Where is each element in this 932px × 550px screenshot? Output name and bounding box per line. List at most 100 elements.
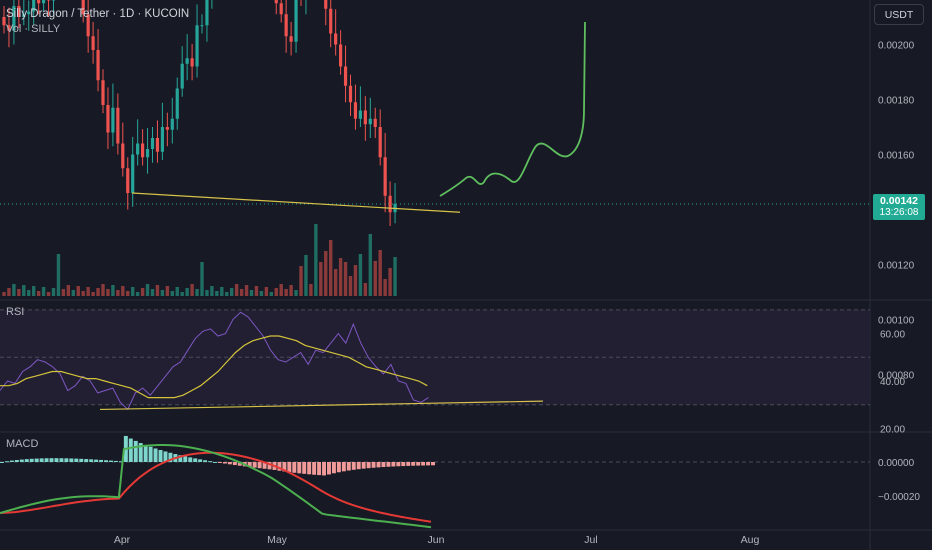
volume-bar [210,286,214,296]
rsi-tick-label: 40.00 [880,377,905,388]
macd-hist-bar [14,460,19,462]
rsi-line [0,311,429,411]
macd-hist-bar [34,458,39,462]
candle-body [348,85,353,103]
macd-hist-bar [29,458,34,462]
volume-bar [160,290,165,296]
candle-body [165,127,169,130]
candle-body [205,0,209,26]
volume-bar [71,290,75,296]
volume-bar [91,292,95,296]
volume-bar [225,292,229,296]
candle-body [86,14,90,37]
volume-bar [215,291,219,296]
macd-hist-bar [74,458,79,462]
macd-hist-bar [401,462,406,467]
macd-hist-bar [153,448,158,462]
macd-hist-bar [113,460,118,462]
volume-bar [338,258,343,296]
projection-path [439,21,586,197]
macd-hist-bar [44,458,49,462]
candle-body [383,157,387,196]
currency-button[interactable]: USDT [874,4,924,25]
time-tick-label: Apr [114,534,131,546]
volume-bar [368,234,372,296]
macd-hist-bar [183,456,188,462]
macd-hist-bar [143,444,148,462]
volume-bar [239,289,244,296]
candle-body [180,63,184,89]
macd-hist-bar [4,461,9,463]
candle-body [175,88,179,119]
macd-hist-bar [292,462,297,473]
macd-hist-bar [168,452,173,462]
macd-hist-bar [128,438,133,462]
macd-hist-bar [376,462,381,468]
candle-body [136,143,140,155]
macd-line [0,444,432,529]
volume-bar [244,285,249,296]
macd-hist-bar [158,450,163,462]
macd-hist-bar [232,462,237,466]
volume-bar [56,254,61,296]
volume-bar [81,291,85,296]
macd-hist-bar [371,462,376,468]
price-tick-label: 0.00120 [878,261,915,272]
macd-hist-bar [341,462,346,472]
macd-hist-bar [64,458,69,462]
volume-bar [230,288,234,296]
candle-body [121,143,125,169]
volume-bar [348,276,353,296]
macd-hist-bar [406,462,411,466]
macd-hist-bar [262,462,267,469]
volume-bar [299,266,303,296]
volume-bar [17,289,21,296]
macd-hist-bar [178,455,183,462]
volume-bar [66,285,71,296]
volume-bar [195,289,199,296]
volume-bar [12,284,16,296]
candle-body [81,0,85,15]
macd-hist-bar [267,462,272,470]
volume-bar [51,288,56,296]
candle-body [170,118,174,130]
macd-hist-bar [69,458,74,462]
volume-bar [314,224,318,296]
price-tick-label: 0.00200 [878,41,915,52]
macd-hist-bar [257,462,262,469]
macd-hist-bar [366,462,371,469]
volume-bar [269,292,273,296]
candle-body [274,0,278,4]
volume-bar [205,290,209,296]
volume-bar [190,284,194,296]
candle-body [284,14,288,37]
volume-bar [358,254,363,296]
macd-hist-bar [198,459,203,462]
candle-body [353,102,358,119]
macd-hist-bar [208,461,213,463]
volume-bar [279,284,283,296]
macd-hist-bar [421,462,426,466]
candle-body [195,25,199,67]
volume-bar [135,292,140,296]
volume-bar [7,288,11,296]
macd-hist-bar [396,462,401,467]
macd-hist-bar [386,462,391,467]
macd-hist-bar [391,462,396,467]
macd-hist-bar [89,459,94,462]
rsi-ma-line [0,335,428,399]
candle-body [279,3,283,15]
candle-body [46,0,51,1]
candle-body [111,107,115,133]
volume-bar [319,262,323,296]
time-tick-label: Jul [584,534,597,546]
candle-body [155,138,160,152]
macd-hist-bar [218,462,222,463]
macd-hist-bar [252,462,257,468]
volume-bar [373,261,377,296]
rsi-label: RSI [6,306,25,318]
volume-bar [2,292,6,296]
last-price-tag: 0.00142 13:26:08 [873,194,925,220]
volume-bar [378,250,382,296]
